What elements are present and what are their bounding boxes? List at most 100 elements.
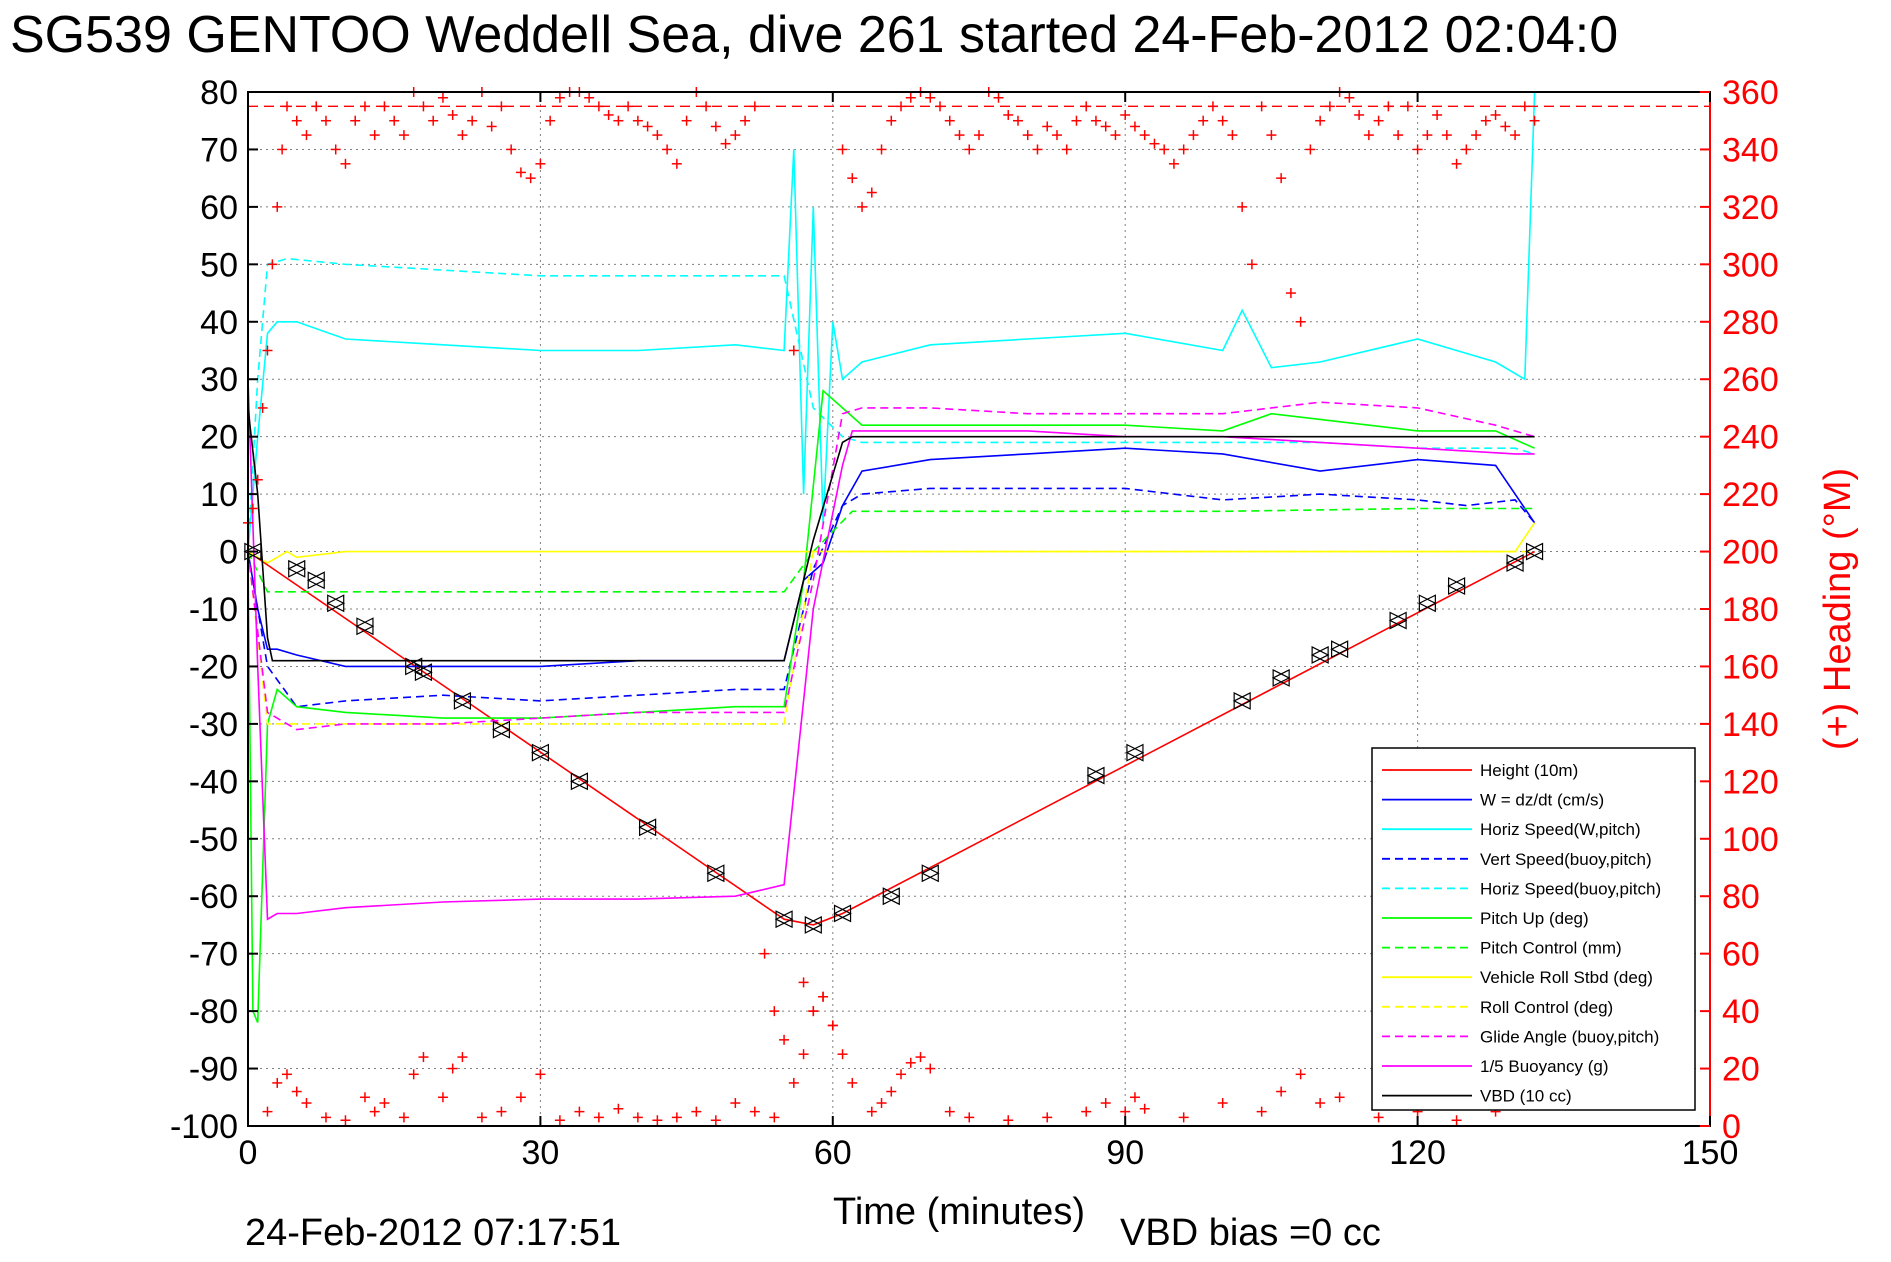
legend-label-0: Height (10m)	[1480, 761, 1578, 780]
height-marker-left	[1330, 640, 1349, 659]
y-right-tick-label: 300	[1722, 246, 1779, 284]
y-left-tick-label: 80	[200, 74, 238, 112]
height-marker-left	[774, 910, 793, 929]
series-line-0	[247, 550, 1535, 926]
y-left-tick-label: 40	[200, 304, 238, 342]
height-marker-left	[243, 542, 262, 561]
y-right-tick-label: 320	[1722, 189, 1779, 227]
height-marker-left	[1388, 611, 1407, 630]
y-left-tick-label: 30	[200, 361, 238, 399]
height-marker-left	[414, 663, 433, 682]
height-marker-left	[1447, 577, 1466, 595]
height-marker-left	[453, 691, 472, 710]
height-marker-left	[1271, 668, 1290, 687]
y-left-tick-label: -80	[189, 993, 238, 1031]
legend-label-7: Vehicle Roll Stbd (deg)	[1480, 968, 1653, 987]
series-line-8	[247, 550, 1535, 725]
y-left-tick-label: -100	[170, 1108, 238, 1146]
y-right-tick-label: 140	[1722, 706, 1779, 744]
height-marker-left	[1418, 594, 1436, 613]
height-marker-left	[706, 864, 725, 883]
height-marker-left	[1232, 691, 1251, 710]
y-left-tick-label: 10	[200, 476, 238, 514]
y-left-tick-label: 50	[200, 246, 238, 284]
heading-layer	[243, 87, 1710, 1126]
x-tick-label: 60	[814, 1134, 852, 1172]
legend-label-11: VBD (10 cc)	[1480, 1087, 1572, 1106]
series-line-5	[247, 389, 1535, 1023]
x-axis-ticks: 0 30 60 90 120 150	[239, 92, 1739, 1172]
height-marker-left	[920, 864, 939, 883]
footer-vbd-bias: VBD bias =0 cc	[1120, 1212, 1381, 1254]
legend-label-2: Horiz Speed(W,pitch)	[1480, 820, 1641, 839]
y-right-tick-label: 360	[1722, 74, 1779, 112]
x-tick-label: 30	[521, 1134, 559, 1172]
y-right-tick-label: 20	[1722, 1051, 1760, 1089]
y-right-tick-label: 220	[1722, 476, 1779, 514]
legend-label-4: Horiz Speed(buoy,pitch)	[1480, 879, 1661, 898]
height-marker-right	[307, 571, 326, 590]
series-line-7	[247, 522, 1536, 564]
y-left-tick-label: -30	[189, 706, 238, 744]
y-right-tick-label: 280	[1722, 304, 1779, 342]
y-right-tick-label: 200	[1722, 534, 1779, 572]
x-axis-label: Time (minutes)	[833, 1191, 1085, 1233]
height-marker-left	[1505, 554, 1524, 573]
height-marker-right	[1418, 594, 1437, 613]
series-line-9	[247, 401, 1535, 731]
height-marker-left	[1310, 645, 1329, 664]
y-right-tick-label: 180	[1722, 591, 1779, 629]
chart-title: SG539 GENTOO Weddell Sea, dive 261 start…	[10, 6, 1618, 64]
x-tick-label: 0	[239, 1134, 258, 1172]
legend-label-5: Pitch Up (deg)	[1480, 909, 1589, 928]
y-left-tick-label: -70	[189, 936, 238, 974]
footer-timestamp: 24-Feb-2012 07:17:51	[245, 1212, 621, 1254]
height-marker-left	[570, 772, 588, 791]
x-tick-label: 120	[1389, 1134, 1446, 1172]
y-axis-right-label: (+) Heading (°M)	[1817, 468, 1859, 750]
height-marker-left	[803, 915, 822, 934]
marker-layer	[243, 542, 1544, 934]
height-marker-left	[531, 743, 550, 762]
y-right-tick-label: 100	[1722, 821, 1779, 859]
y-left-tick-label: -10	[189, 591, 238, 629]
series-line-1	[247, 447, 1536, 668]
series-line-10	[247, 379, 1535, 921]
height-marker-left	[326, 594, 345, 613]
y-right-tick-label: 340	[1722, 131, 1779, 169]
y-left-tick-label: -50	[189, 821, 238, 859]
y-right-tick-label: 260	[1722, 361, 1779, 399]
legend-box	[1371, 747, 1696, 1111]
y-axis-right-ticks: 3603403203002802602402202001801601401201…	[1700, 74, 1779, 1146]
series-layer	[247, 91, 1536, 1023]
y-left-tick-label: -90	[189, 1051, 238, 1089]
height-marker-right	[1506, 554, 1525, 573]
height-marker-right	[1331, 640, 1349, 659]
y-left-tick-label: 70	[200, 131, 238, 169]
height-marker-left	[306, 571, 325, 590]
y-right-tick-label: 40	[1722, 993, 1760, 1031]
legend-label-6: Pitch Control (mm)	[1480, 939, 1622, 958]
series-line-4	[247, 257, 1535, 552]
legend-label-3: Vert Speed(buoy,pitch)	[1480, 850, 1652, 869]
y-right-tick-label: 240	[1722, 419, 1779, 457]
y-right-tick-label: 160	[1722, 648, 1779, 686]
y-right-tick-label: 60	[1722, 936, 1760, 974]
legend-label-1: W = dz/dt (cm/s)	[1480, 791, 1604, 810]
y-left-tick-label: 60	[200, 189, 238, 227]
series-line-6	[247, 507, 1535, 593]
y-axis-left-ticks: 80 70 60 50 40 30 20 10 0 -10 -20 -30 -40 -50 -60 -70 -8…	[170, 74, 258, 1146]
y-left-tick-label: 20	[200, 419, 238, 457]
y-left-tick-label: -20	[189, 648, 238, 686]
y-right-tick-label: 0	[1722, 1108, 1741, 1146]
height-marker-left	[355, 617, 374, 636]
height-marker-left	[1525, 542, 1544, 561]
x-tick-label: 150	[1682, 1134, 1739, 1172]
height-marker-right	[288, 559, 307, 578]
height-marker-left	[1086, 766, 1105, 785]
y-left-tick-label: -40	[189, 763, 238, 801]
height-marker-left	[1125, 743, 1144, 762]
series-line-3	[247, 487, 1536, 708]
y-left-tick-label: 0	[219, 534, 238, 572]
